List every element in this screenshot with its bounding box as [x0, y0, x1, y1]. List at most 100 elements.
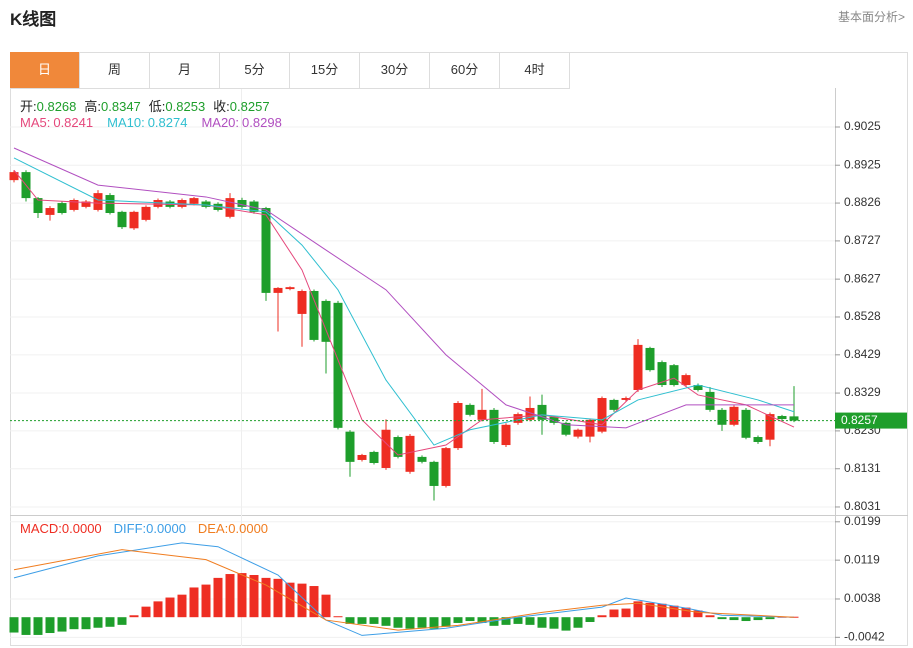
macd-bar	[357, 617, 367, 624]
candle-body	[549, 416, 559, 423]
ma-legend: MA5: 0.8241 MA10: 0.8274 MA20: 0.8298	[20, 115, 296, 130]
macd-bar	[321, 594, 331, 618]
tab-bar: 日周月 5分 15分 30分 60分 4时	[10, 52, 570, 89]
macd-bar	[609, 609, 619, 618]
last-price-label: 0.8257	[841, 413, 878, 427]
candle-body	[333, 302, 343, 428]
candle-body	[777, 415, 787, 420]
info-name: 收:	[213, 99, 230, 114]
fundamental-link[interactable]: 基本面分析>	[837, 10, 905, 24]
macd-bar	[405, 617, 415, 629]
tab[interactable]: 60分	[430, 52, 500, 88]
candle-body	[705, 391, 715, 410]
candle-body	[273, 287, 283, 293]
candle-body	[153, 200, 163, 207]
ma-name: MA5:	[20, 115, 51, 130]
info-value: 0.8257	[229, 99, 270, 114]
y-tick-label: 0.8329	[844, 385, 881, 399]
tab[interactable]: 日	[10, 52, 80, 88]
legend-value: 0.0000	[228, 521, 269, 536]
candle-body	[717, 409, 727, 425]
macd-bar	[453, 617, 463, 623]
macd-bar	[429, 617, 439, 629]
ma-name: MA10:	[107, 115, 145, 130]
candle-body	[609, 399, 619, 410]
candle-body	[597, 398, 607, 432]
candle-body	[369, 451, 379, 464]
candle-body	[321, 300, 331, 342]
candle-body	[525, 407, 535, 420]
candle-body	[441, 448, 451, 486]
candle-body	[645, 347, 655, 371]
macd-bar	[741, 617, 751, 622]
candle-body	[741, 409, 751, 438]
macd-bar	[249, 575, 259, 618]
ma-value: 0.8274	[147, 115, 188, 130]
macd-bar	[477, 617, 487, 623]
macd-bar	[537, 617, 547, 628]
macd-legend: MACD:0.0000 DIFF:0.0000 DEA:0.0000	[20, 521, 280, 536]
y-tick-label: -0.0042	[844, 630, 885, 644]
y-tick-label: 0.8826	[844, 195, 881, 209]
candle-body	[669, 365, 679, 386]
candle-body	[33, 198, 43, 214]
macd-bar	[633, 601, 643, 618]
candle-body	[765, 414, 775, 440]
y-tick-label: 0.0038	[844, 591, 881, 605]
macd-bar	[693, 610, 703, 618]
y-tick-label: 0.8627	[844, 271, 881, 285]
candle-body	[237, 200, 247, 207]
macd-bar	[393, 617, 403, 628]
macd-bar	[597, 615, 607, 618]
info-value: 0.8347	[101, 99, 141, 114]
macd-bar	[645, 602, 655, 618]
macd-bar	[573, 617, 583, 628]
candle-body	[393, 437, 403, 457]
macd-bar	[381, 617, 391, 626]
macd-bar	[225, 574, 235, 618]
macd-bar	[165, 597, 175, 618]
tab[interactable]: 15分	[290, 52, 360, 88]
legend-name: DEA:	[197, 521, 229, 536]
ma-value: 0.8241	[53, 115, 94, 130]
candle-body	[381, 429, 391, 468]
candle-body	[513, 414, 523, 423]
candle-body	[417, 456, 427, 462]
tab[interactable]: 30分	[360, 52, 430, 88]
info-name: 开:	[20, 99, 37, 114]
macd-bar	[585, 617, 595, 622]
candle-body	[69, 200, 79, 210]
tab[interactable]: 周	[80, 52, 150, 88]
y-tick-label: 0.8528	[844, 309, 881, 323]
candle-body	[9, 172, 19, 181]
candle-body	[57, 203, 67, 214]
candle-body	[573, 429, 583, 437]
tab[interactable]: 4时	[500, 52, 570, 88]
macd-bar	[465, 617, 475, 622]
y-tick-label: 0.8031	[844, 499, 881, 513]
candle-body	[249, 201, 259, 212]
macd-bar	[657, 603, 667, 618]
line	[13, 157, 795, 446]
macd-bar	[549, 617, 559, 629]
tab[interactable]: 月	[150, 52, 220, 88]
tab[interactable]: 5分	[220, 52, 290, 88]
macd-bar	[789, 616, 799, 618]
candle-body	[477, 409, 487, 420]
candle-body	[501, 424, 511, 446]
y-tick-label: 0.8727	[844, 233, 881, 247]
macd-bar	[177, 594, 187, 618]
y-tick-label: 0.9025	[844, 119, 881, 133]
macd-bar	[705, 615, 715, 618]
candle-body	[345, 431, 355, 462]
legend-name: MACD:	[20, 521, 62, 536]
y-tick-label: 0.8925	[844, 157, 881, 171]
macd-bar	[9, 617, 19, 633]
frame	[10, 52, 908, 646]
macd-bar	[345, 617, 355, 624]
candle-body	[141, 206, 151, 220]
macd-bar	[201, 584, 211, 618]
candle-body	[81, 201, 91, 207]
